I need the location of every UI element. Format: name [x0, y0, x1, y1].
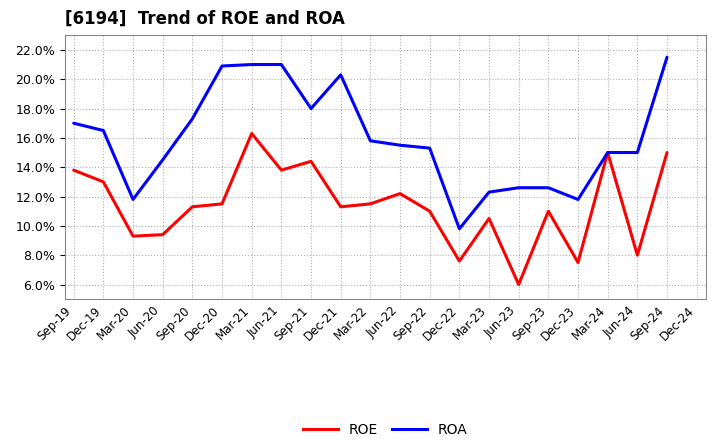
ROA [307, 106, 315, 111]
ROA [574, 197, 582, 202]
ROE [603, 150, 612, 155]
ROA [248, 62, 256, 67]
ROA [217, 63, 226, 69]
ROA [188, 116, 197, 121]
ROA [544, 185, 553, 191]
ROA [514, 185, 523, 191]
ROA [158, 157, 167, 162]
ROE [277, 168, 286, 173]
Line: ROA: ROA [73, 57, 667, 229]
ROA [603, 150, 612, 155]
ROA [455, 226, 464, 231]
ROA [366, 138, 374, 143]
ROE [485, 216, 493, 221]
ROA [396, 143, 405, 148]
ROE [158, 232, 167, 237]
ROE [455, 258, 464, 264]
ROA [662, 55, 671, 60]
ROE [514, 282, 523, 287]
ROA [633, 150, 642, 155]
ROE [544, 209, 553, 214]
ROA [485, 190, 493, 195]
ROA [277, 62, 286, 67]
ROA [69, 121, 78, 126]
ROE [129, 234, 138, 239]
ROE [574, 260, 582, 265]
ROA [99, 128, 108, 133]
ROE [633, 253, 642, 258]
Legend: ROE, ROA: ROE, ROA [297, 417, 473, 440]
ROA [129, 197, 138, 202]
ROE [307, 159, 315, 164]
ROE [366, 201, 374, 206]
Text: [6194]  Trend of ROE and ROA: [6194] Trend of ROE and ROA [65, 10, 345, 28]
ROA [426, 146, 434, 151]
ROE [662, 150, 671, 155]
ROE [99, 179, 108, 184]
ROE [396, 191, 405, 196]
ROA [336, 72, 345, 77]
ROE [69, 168, 78, 173]
ROE [336, 204, 345, 209]
Line: ROE: ROE [73, 133, 667, 285]
ROE [188, 204, 197, 209]
ROE [217, 201, 226, 206]
ROE [426, 209, 434, 214]
ROE [248, 131, 256, 136]
